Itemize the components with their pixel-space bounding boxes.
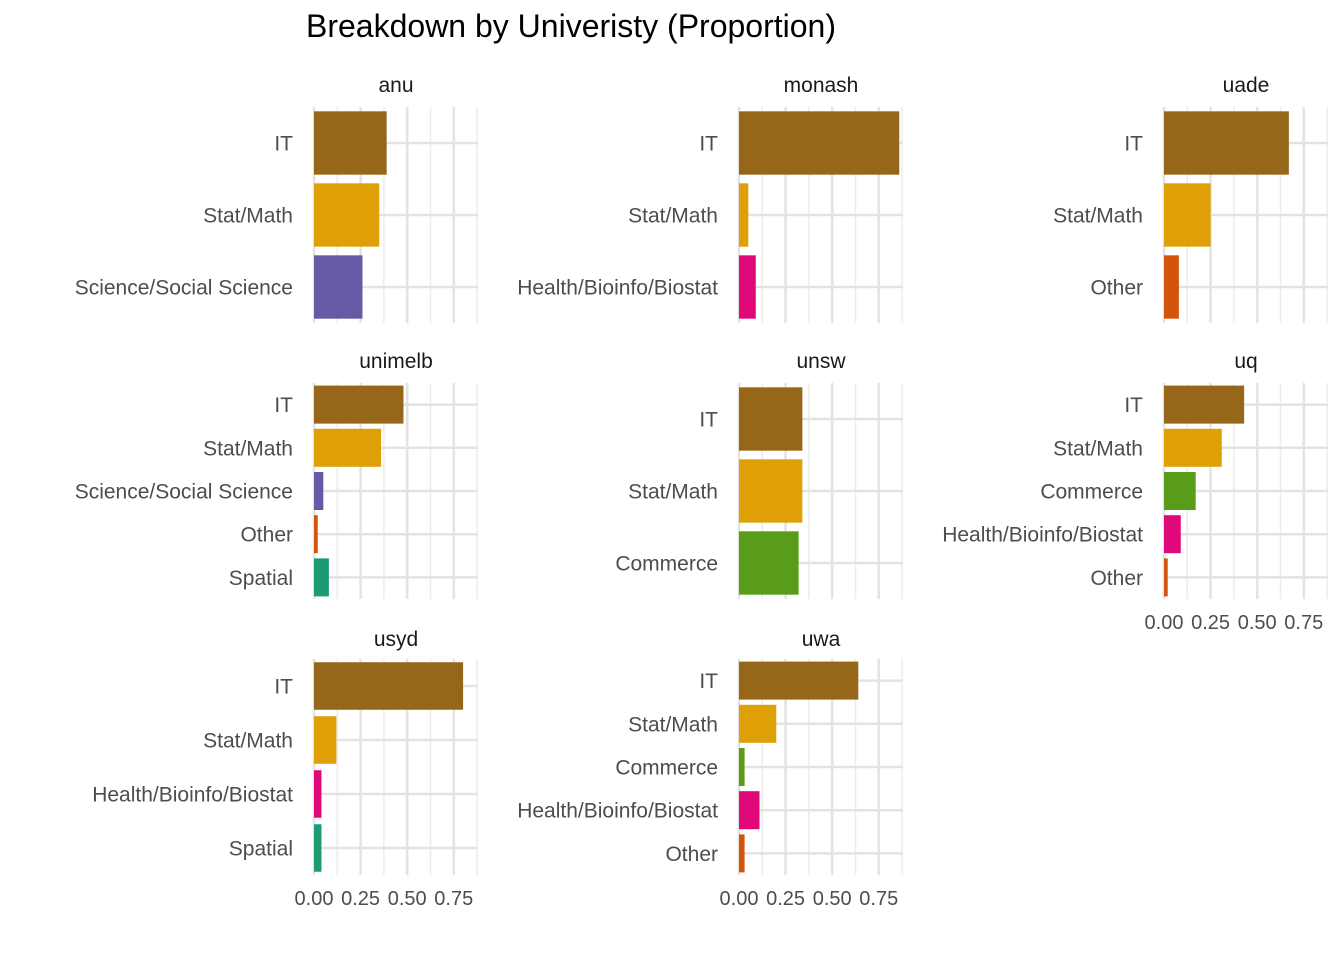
category-label-anu-it: IT xyxy=(274,133,293,156)
category-label-uq-commerce: Commerce xyxy=(1040,481,1143,504)
category-label-uq-health-bioinfo-biostat: Health/Bioinfo/Biostat xyxy=(942,524,1143,547)
category-label-uwa-health-bioinfo-biostat: Health/Bioinfo/Biostat xyxy=(517,800,718,823)
facet-title-monash: monash xyxy=(784,74,859,97)
facet-title-uq: uq xyxy=(1234,350,1257,373)
bar-monash-health-bioinfo-biostat xyxy=(739,255,756,319)
bar-unsw-stat-math xyxy=(739,459,803,523)
bar-uq-health-bioinfo-biostat xyxy=(1164,515,1181,554)
bar-unimelb-science-social-science xyxy=(314,471,324,511)
category-label-uq-it: IT xyxy=(1124,394,1143,417)
bar-unimelb-spatial xyxy=(314,558,329,597)
facet-title-usyd: usyd xyxy=(374,628,418,651)
x-tick-label: 0.75 xyxy=(1284,612,1323,634)
x-tick-label: 0.00 xyxy=(1145,612,1184,634)
x-tick-label: 0.25 xyxy=(1191,612,1230,634)
category-label-unimelb-other: Other xyxy=(240,524,293,547)
category-label-monash-it: IT xyxy=(699,133,718,156)
category-label-unsw-stat-math: Stat/Math xyxy=(628,481,718,504)
bar-uade-other xyxy=(1164,255,1179,319)
bar-unimelb-other xyxy=(314,515,318,554)
category-label-uq-stat-math: Stat/Math xyxy=(1053,437,1143,460)
bar-unimelb-it xyxy=(314,385,404,424)
category-label-unimelb-it: IT xyxy=(274,394,293,417)
category-label-unsw-it: IT xyxy=(699,409,718,432)
bar-usyd-stat-math xyxy=(314,716,337,764)
bar-anu-stat-math xyxy=(314,183,380,247)
chart-title: Breakdown by Univeristy (Proportion) xyxy=(306,8,836,44)
facet-title-uwa: uwa xyxy=(802,628,841,651)
bar-uwa-health-bioinfo-biostat xyxy=(739,791,760,830)
category-label-unimelb-stat-math: Stat/Math xyxy=(203,437,293,460)
category-label-usyd-stat-math: Stat/Math xyxy=(203,730,293,753)
bar-unsw-commerce xyxy=(739,531,799,595)
bar-monash-stat-math xyxy=(739,183,749,247)
x-tick-label: 0.25 xyxy=(341,888,380,910)
facet-title-uade: uade xyxy=(1223,74,1270,97)
category-label-monash-health-bioinfo-biostat: Health/Bioinfo/Biostat xyxy=(517,277,718,300)
category-label-usyd-health-bioinfo-biostat: Health/Bioinfo/Biostat xyxy=(92,784,293,807)
facet-title-unimelb: unimelb xyxy=(359,350,433,373)
category-label-uwa-it: IT xyxy=(699,670,718,693)
category-label-uwa-commerce: Commerce xyxy=(615,757,718,780)
x-tick-label: 0.75 xyxy=(434,888,473,910)
x-tick-label: 0.50 xyxy=(813,888,852,910)
bar-uade-stat-math xyxy=(1164,183,1211,247)
x-tick-label: 0.50 xyxy=(388,888,427,910)
bar-usyd-health-bioinfo-biostat xyxy=(314,770,322,818)
bar-uade-it xyxy=(1164,111,1289,175)
category-label-uade-stat-math: Stat/Math xyxy=(1053,205,1143,228)
x-tick-label: 0.00 xyxy=(720,888,759,910)
category-label-unsw-commerce: Commerce xyxy=(615,553,718,576)
bar-uq-stat-math xyxy=(1164,428,1222,467)
category-label-monash-stat-math: Stat/Math xyxy=(628,205,718,228)
category-label-uq-other: Other xyxy=(1090,567,1143,590)
bar-monash-it xyxy=(739,111,900,175)
bar-uq-commerce xyxy=(1164,471,1196,511)
category-label-uade-other: Other xyxy=(1090,277,1143,300)
bar-uwa-it xyxy=(739,661,859,700)
category-label-unimelb-science-social-science: Science/Social Science xyxy=(75,481,293,504)
category-label-uwa-other: Other xyxy=(665,843,718,866)
x-tick-label: 0.00 xyxy=(295,888,334,910)
bar-uq-it xyxy=(1164,385,1245,424)
x-tick-label: 0.75 xyxy=(859,888,898,910)
x-tick-label: 0.25 xyxy=(766,888,805,910)
category-label-usyd-spatial: Spatial xyxy=(229,838,293,861)
category-label-uade-it: IT xyxy=(1124,133,1143,156)
bar-uwa-other xyxy=(739,834,745,873)
category-label-anu-science-social-science: Science/Social Science xyxy=(75,277,293,300)
category-label-usyd-it: IT xyxy=(274,676,293,699)
facet-title-anu: anu xyxy=(378,74,413,97)
category-label-anu-stat-math: Stat/Math xyxy=(203,205,293,228)
category-label-uwa-stat-math: Stat/Math xyxy=(628,713,718,736)
bar-usyd-it xyxy=(314,662,464,710)
category-label-unimelb-spatial: Spatial xyxy=(229,567,293,590)
bar-unimelb-stat-math xyxy=(314,428,382,467)
bar-usyd-spatial xyxy=(314,824,322,872)
bar-uwa-commerce xyxy=(739,747,745,787)
bar-uwa-stat-math xyxy=(739,704,777,743)
bar-unsw-it xyxy=(739,387,803,451)
bar-uq-other xyxy=(1164,558,1168,597)
facet-title-unsw: unsw xyxy=(796,350,846,373)
bar-anu-it xyxy=(314,111,387,175)
bar-anu-science-social-science xyxy=(314,255,363,319)
x-tick-label: 0.50 xyxy=(1238,612,1277,634)
